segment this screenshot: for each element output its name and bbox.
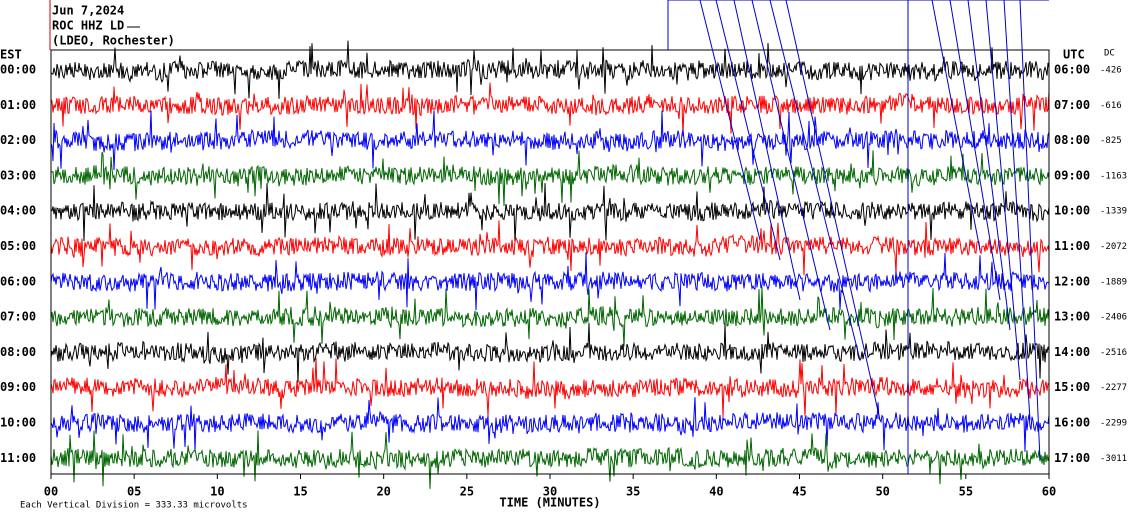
dc-label: -1339 bbox=[1100, 207, 1127, 217]
trace bbox=[50, 150, 1050, 207]
trace bbox=[50, 220, 1050, 276]
utc-label: 06:00 bbox=[1054, 63, 1090, 77]
x-tick-label: 30 bbox=[543, 485, 557, 499]
x-tick-label: 55 bbox=[959, 485, 973, 499]
trace bbox=[50, 183, 1050, 243]
dc-label: -2072 bbox=[1100, 242, 1127, 252]
x-tick-label: 60 bbox=[1042, 485, 1056, 499]
traces bbox=[50, 40, 1050, 489]
trace bbox=[50, 82, 1050, 137]
utc-label: 08:00 bbox=[1054, 133, 1090, 147]
est-label: 00:00 bbox=[0, 63, 36, 77]
est-label: 10:00 bbox=[0, 416, 36, 430]
dc-label: -825 bbox=[1100, 136, 1122, 146]
date: Jun 7,2024 bbox=[52, 4, 124, 18]
dc-label: -426 bbox=[1100, 66, 1122, 76]
x-tick-label: 15 bbox=[293, 485, 307, 499]
x-tick-label: 20 bbox=[376, 485, 390, 499]
x-tick-label: 45 bbox=[792, 485, 806, 499]
right-heading: UTC bbox=[1063, 48, 1085, 62]
network: (LDEO, Rochester) bbox=[52, 34, 175, 48]
trace bbox=[50, 252, 1050, 311]
dc-label: -2516 bbox=[1100, 348, 1127, 358]
est-label: 09:00 bbox=[0, 380, 36, 394]
dc-label: -2299 bbox=[1100, 419, 1127, 429]
utc-label: 13:00 bbox=[1054, 310, 1090, 324]
left-heading: EST bbox=[0, 48, 22, 62]
trace bbox=[50, 40, 1050, 99]
est-label: 08:00 bbox=[0, 345, 36, 359]
event-markers bbox=[667, 0, 1049, 474]
dc-label: -616 bbox=[1100, 101, 1122, 111]
dc-label: -2406 bbox=[1100, 313, 1127, 323]
trace bbox=[50, 286, 1050, 347]
utc-label: 11:00 bbox=[1054, 239, 1090, 253]
est-label: 02:00 bbox=[0, 133, 36, 147]
utc-label: 09:00 bbox=[1054, 168, 1090, 182]
utc-label: 14:00 bbox=[1054, 345, 1090, 359]
dc-label: -1163 bbox=[1100, 171, 1127, 181]
x-tick-label: 00 bbox=[44, 485, 58, 499]
trace bbox=[50, 322, 1050, 383]
x-tick-label: 05 bbox=[127, 485, 141, 499]
est-label: 06:00 bbox=[0, 274, 36, 288]
labels: 00:00 06:00 -426 01:00 07:00 -616 02:00 08:00 -8… bbox=[0, 63, 1127, 499]
utc-label: 17:00 bbox=[1054, 451, 1090, 465]
station: ROC HHZ LD bbox=[52, 19, 124, 33]
utc-label: 07:00 bbox=[1054, 98, 1090, 112]
trace bbox=[50, 110, 1050, 171]
trace bbox=[50, 430, 1050, 489]
est-label: 05:00 bbox=[0, 239, 36, 253]
dc-heading: DC bbox=[1104, 49, 1115, 59]
x-tick-label: 10 bbox=[210, 485, 224, 499]
utc-label: 12:00 bbox=[1054, 274, 1090, 288]
trace bbox=[50, 357, 1050, 418]
est-label: 03:00 bbox=[0, 168, 36, 182]
x-tick-label: 25 bbox=[460, 485, 474, 499]
x-tick-label: 50 bbox=[875, 485, 889, 499]
x-axis-label: TIME (MINUTES) bbox=[499, 496, 600, 510]
est-label: 11:00 bbox=[0, 451, 36, 465]
trace bbox=[50, 397, 1050, 452]
est-label: 04:00 bbox=[0, 204, 36, 218]
utc-label: 10:00 bbox=[1054, 204, 1090, 218]
est-label: 01:00 bbox=[0, 98, 36, 112]
x-tick-label: 35 bbox=[626, 485, 640, 499]
dc-label: -2277 bbox=[1100, 383, 1127, 393]
utc-label: 15:00 bbox=[1054, 380, 1090, 394]
x-tick-label: 40 bbox=[709, 485, 723, 499]
dc-label: -3011 bbox=[1100, 454, 1127, 464]
dc-label: -1889 bbox=[1100, 277, 1127, 287]
utc-label: 16:00 bbox=[1054, 416, 1090, 430]
footer: Each Vertical Division = 333.33 microvol… bbox=[20, 501, 248, 511]
est-label: 07:00 bbox=[0, 310, 36, 324]
plot-frame bbox=[50, 49, 1050, 475]
